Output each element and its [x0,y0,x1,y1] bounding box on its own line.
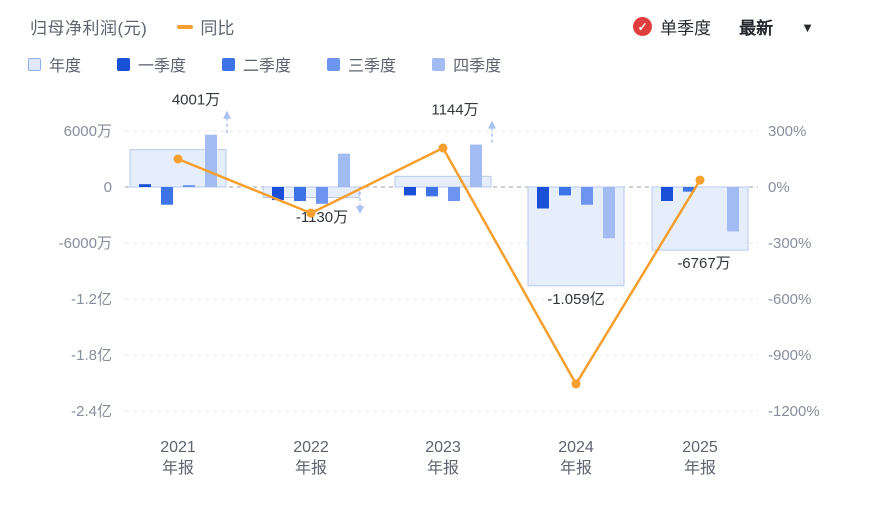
bar-2022年报-二季度[interactable] [294,187,306,201]
legend-item-yoy[interactable]: 同比 [177,14,234,39]
annual-value-label-2024年报: -1.059亿 [547,291,605,308]
yoy-point-2022年报[interactable] [306,208,316,218]
y-axis-right-tick: 0% [768,179,790,196]
bar-2022年报-三季度[interactable] [316,187,328,204]
y-axis-left-tick: -1.2亿 [71,291,112,308]
series-legend: 年度 一季度 二季度 三季度 四季度 [28,52,501,76]
y-axis-left-tick: -6000万 [59,235,112,252]
y-axis-left-tick: 6000万 [64,123,112,140]
bar-2023年报-四季度[interactable] [470,144,482,187]
x-tick-year: 2022 [293,439,329,456]
x-tick-report: 年报 [684,459,716,477]
legend-label-annual: 年度 [49,58,82,75]
bar-2025年报-二季度[interactable] [683,187,695,192]
bar-2021年报-三季度[interactable] [183,185,195,187]
trend-arrow-up-head [488,120,496,129]
x-tick-report: 年报 [295,459,327,477]
legend-item-q2[interactable]: 二季度 [222,52,291,76]
x-tick-year: 2025 [682,439,718,456]
bar-2023年报-二季度[interactable] [426,187,438,197]
bar-2024年报-四季度[interactable] [603,187,615,239]
y-axis-right-tick: -1200% [768,403,820,420]
yoy-legend-label: 同比 [200,19,235,38]
yoy-point-2023年报[interactable] [438,143,448,153]
x-tick-year: 2021 [160,439,196,456]
legend-swatch-q3 [327,57,341,71]
legend-swatch-q4 [432,57,446,71]
dropdown-caret-icon[interactable]: ▼ [801,20,814,35]
chart-title: 归母净利润(元) [30,19,148,38]
yoy-point-2025年报[interactable] [695,175,705,185]
x-tick-report: 年报 [560,459,592,477]
bar-2024年报-三季度[interactable] [581,187,593,205]
latest-button[interactable]: 最新 [739,19,774,38]
annual-value-label-2023年报: 1144万 [431,102,478,119]
bar-2024年报-一季度[interactable] [537,187,549,209]
legend-label-q2: 二季度 [243,58,292,75]
legend-label-q4: 四季度 [453,58,502,75]
yoy-line-swatch [177,24,194,29]
trend-arrow-down-head [356,206,364,214]
legend-label-q3: 三季度 [348,58,397,75]
y-axis-right-tick: -600% [768,291,811,308]
check-icon: ✓ [633,17,653,36]
yoy-point-2021年报[interactable] [173,154,183,164]
legend-item-annual[interactable]: 年度 [28,52,81,76]
legend-item-q3[interactable]: 三季度 [327,52,396,76]
bar-2023年报-三季度[interactable] [448,187,460,201]
x-tick-year: 2023 [425,439,461,456]
x-tick-report: 年报 [427,459,459,477]
bar-2025年报-四季度[interactable] [727,187,739,232]
bar-2024年报-二季度[interactable] [559,187,571,196]
annual-value-label-2025年报: -6767万 [677,255,730,272]
y-axis-left-tick: -1.8亿 [71,347,112,364]
y-axis-right-tick: 300% [768,123,806,140]
annual-value-label-2021年报: 4001万 [172,92,220,109]
legend-item-q1[interactable]: 一季度 [117,52,186,76]
y-axis-right-tick: -900% [768,347,811,364]
legend-swatch-annual [28,57,41,71]
y-axis-left-tick: -2.4亿 [71,403,112,420]
bar-2021年报-四季度[interactable] [205,134,217,187]
x-tick-report: 年报 [162,459,194,477]
legend-swatch-q1 [117,57,131,71]
yoy-point-2024年报[interactable] [571,379,581,389]
x-tick-year: 2024 [558,439,594,456]
y-axis-left-tick: 0 [104,179,112,196]
single-quarter-toggle[interactable]: ✓ 单季度 [633,14,711,39]
bar-2021年报-二季度[interactable] [161,187,173,205]
y-axis-right-tick: -300% [768,235,811,252]
bar-2022年报-一季度[interactable] [272,187,284,201]
bar-2022年报-四季度[interactable] [338,153,350,187]
single-quarter-label: 单季度 [660,19,712,38]
bar-2021年报-一季度[interactable] [139,184,151,187]
legend-label-q1: 一季度 [138,58,187,75]
legend-swatch-q2 [222,57,236,71]
legend-item-q4[interactable]: 四季度 [432,52,501,76]
bar-2025年报-一季度[interactable] [661,187,673,201]
annual-bar-2023年报[interactable] [394,175,492,188]
bar-2023年报-一季度[interactable] [404,187,416,196]
header-controls: ✓ 单季度 最新 ▼ [633,14,814,39]
trend-arrow-up-head [223,110,231,119]
chart-header: 归母净利润(元) 同比 ✓ 单季度 最新 ▼ [30,14,814,39]
